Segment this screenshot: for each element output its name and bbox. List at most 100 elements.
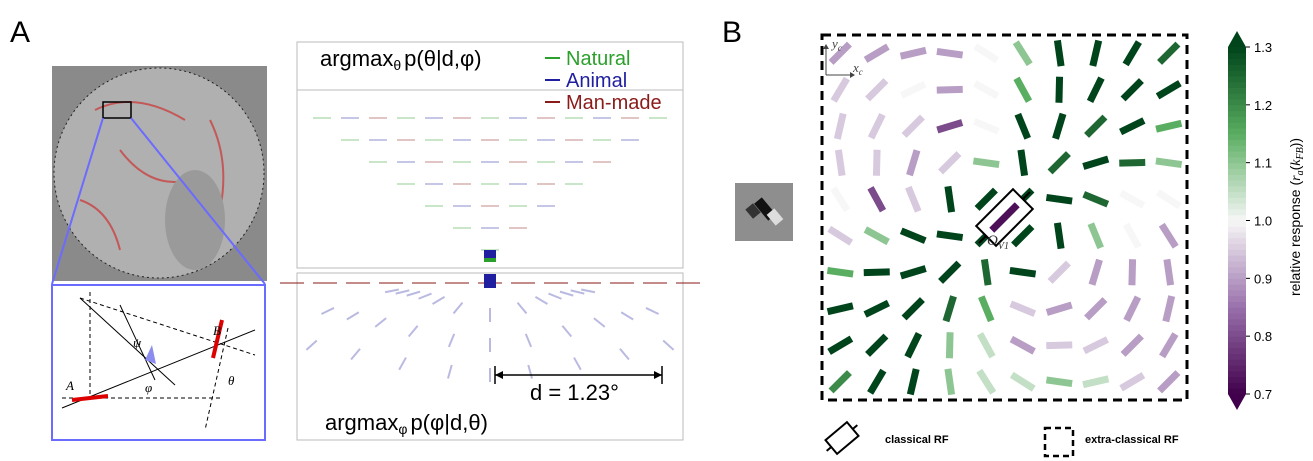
edge-bar [1123,295,1142,322]
colorbar-tick-label: 1.0 [1254,214,1272,229]
colorbar-cell [1228,116,1246,123]
edge-bar [972,118,1000,135]
distribution-plot: argmaxθ p(θ|d,φ) argmaxφ p(φ|d,θ) NaturalA… [280,41,700,441]
edge-bar [1087,222,1104,250]
orientation-mark [305,339,318,351]
x-axis-label: xc [852,60,863,77]
peak-mark [484,250,496,258]
orientation-mark [570,289,585,295]
orientation-mark [645,307,660,315]
edge-bar [1017,149,1029,177]
orientation-mark [418,292,432,300]
edge-bar [906,149,921,177]
colorbar-cell [1228,47,1246,54]
point-b-label: B [213,323,221,338]
distance-label: d = 1.23° [530,380,619,405]
edge-bar [1122,40,1142,67]
edge-bar [972,157,1000,169]
edge-bar [1119,117,1146,136]
colorbar-cell [1228,359,1246,366]
phi-label: φ [145,380,152,395]
colorbar-extend [1228,394,1246,410]
edge-bar [974,187,998,211]
colorbar-cell [1228,266,1246,274]
edge-bar [900,80,927,99]
colorbar-cell [1228,180,1246,187]
edge-bar [1045,376,1073,388]
edge-bar [1047,260,1071,284]
edge-bar [865,78,889,102]
orientation-mark [524,333,533,348]
legend-label: Man-made [566,92,662,114]
colorbar-cell [1228,341,1246,349]
geometry-diagram: ψ B A φ θ [51,284,266,441]
orientation-mark [559,290,574,297]
edge-bar [1011,224,1035,248]
edge-bar [1013,76,1033,103]
edge-bar [1122,222,1142,249]
orientation-mark [580,288,596,294]
peak-mark [484,258,496,262]
peak-mark [484,274,496,288]
edge-bar [1053,39,1065,67]
edge-bar [1128,259,1137,286]
edge-bar [1120,78,1144,102]
edge-bar [867,186,887,213]
colorbar-cell [1228,99,1246,106]
colorbar-cell [1228,139,1246,146]
edge-bar [827,225,854,246]
edge-bar [1120,333,1144,357]
colorbar-tick-label: 1.3 [1254,40,1272,55]
edge-bar [872,149,881,176]
edge-bar [1012,40,1033,67]
colorbar-cell [1228,260,1246,268]
colorbar-cell [1228,220,1246,227]
colorbar-cell [1228,243,1246,250]
orientation-mark [662,339,675,351]
edge-bar [863,43,890,63]
colorbar-cell [1228,145,1246,152]
axes-icon: xc yc [823,36,863,78]
colorbar-cell [1228,203,1246,210]
edge-bar [899,227,927,244]
edge-bar [1155,189,1182,210]
legend-label: Animal [566,70,627,92]
edge-bar [1082,191,1110,208]
edge-bar [1157,370,1181,394]
edge-bar [945,332,954,359]
legend-label: extra-classical RF [1085,434,1179,446]
edge-bar [1082,375,1110,389]
edge-bar [867,113,886,140]
colorbar-cell [1228,255,1246,262]
orientation-mark [406,290,421,297]
edge-bar [1082,155,1110,170]
colorbar-cell [1228,133,1246,141]
colorbar-tick-label: 1.2 [1254,98,1272,113]
edge-bar [1014,112,1031,140]
colorbar-cell [1228,307,1246,314]
edge-bar [830,76,850,103]
edge-bar [1155,80,1182,100]
edge-bar [1089,39,1103,67]
legend-label: classical RF [885,434,949,446]
edge-bar [1086,76,1105,103]
edge-bar [1045,301,1073,316]
edge-bar [978,295,995,323]
edge-bar [942,295,957,323]
orientation-mark [527,364,533,379]
orientation-mark [320,307,335,315]
colorbar-cell [1228,208,1246,216]
orientation-mark [398,357,407,371]
edge-bar [1119,372,1146,392]
edge-bar [863,268,890,277]
edge-bar [1158,222,1179,249]
orientation-mark [620,311,634,321]
edge-bar [944,185,956,213]
edge-bar [936,85,963,94]
edge-bar [936,47,964,59]
edge-bar [973,43,1000,64]
colorbar-cell [1228,289,1246,297]
colorbar-cell [1228,324,1246,331]
colorbar-tick-label: 0.9 [1254,271,1272,286]
